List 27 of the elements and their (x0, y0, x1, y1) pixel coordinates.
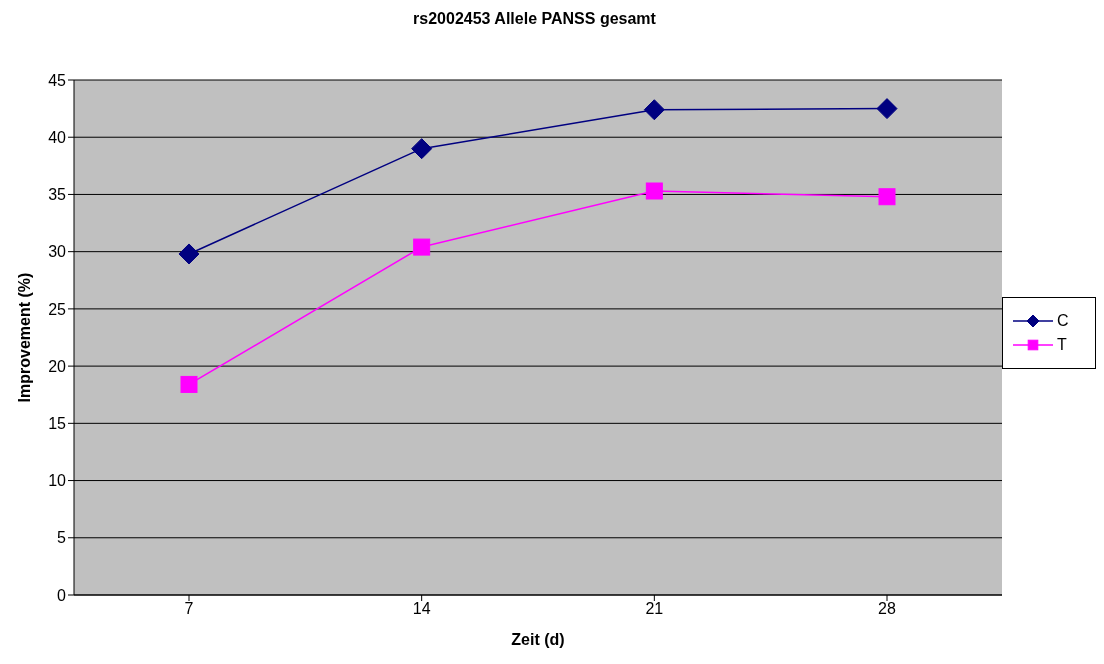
y-tick-label: 45 (48, 71, 67, 89)
x-axis-title: Zeit (d) (511, 631, 565, 648)
y-tick-label: 40 (48, 128, 67, 146)
y-tick-label: 10 (48, 472, 67, 490)
x-tick-label: 21 (645, 600, 664, 618)
y-axis-title: Improvement (%) (15, 272, 33, 403)
point (878, 188, 896, 206)
x-tick-label: 7 (184, 600, 194, 618)
point (413, 238, 431, 256)
point (876, 98, 898, 120)
x-tick-label: 14 (412, 600, 431, 618)
y-tick-label: 20 (48, 357, 67, 375)
y-tick-label: 30 (48, 243, 67, 261)
point (643, 99, 665, 121)
y-tick-label: 0 (57, 586, 67, 604)
y-tick-label: 25 (48, 300, 67, 318)
legend-label: T (1057, 336, 1067, 354)
point (178, 243, 200, 265)
chart-title: rs2002453 Allele PANSS gesamt (412, 10, 657, 28)
point (411, 138, 433, 160)
x-tick-label: 28 (878, 600, 896, 618)
y-tick-label: 35 (48, 186, 67, 204)
y-tick-label: 15 (48, 415, 67, 433)
y-tick-label: 5 (57, 529, 67, 547)
point (180, 375, 198, 393)
point (645, 182, 663, 200)
legend-label: C (1057, 312, 1069, 330)
